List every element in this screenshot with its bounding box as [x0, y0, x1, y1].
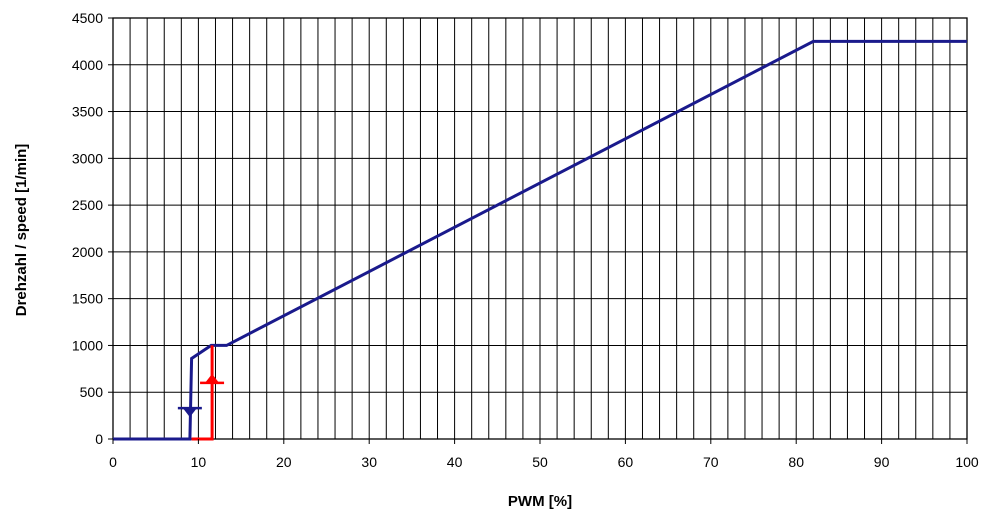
x-tick-label: 40: [447, 454, 463, 470]
x-tick-label: 70: [703, 454, 719, 470]
x-tick-label: 30: [361, 454, 377, 470]
tick-labels: 0 10 20 30 40 50 60 70 80 90 100050010001500200025…: [72, 10, 979, 470]
y-tick-label: 0: [95, 431, 103, 447]
x-tick-label: 10: [191, 454, 207, 470]
x-tick-label: 60: [618, 454, 634, 470]
x-tick-label: 100: [955, 454, 979, 470]
y-tick-label: 4500: [72, 10, 103, 26]
y-tick-label: 2000: [72, 244, 103, 260]
x-tick-label: 20: [276, 454, 292, 470]
x-axis-title: PWM [%]: [508, 493, 572, 510]
y-tick-label: 3500: [72, 104, 103, 120]
y-tick-label: 1500: [72, 291, 103, 307]
grid: [113, 18, 967, 439]
y-tick-label: 2500: [72, 197, 103, 213]
y-tick-label: 500: [80, 384, 104, 400]
y-tick-label: 4000: [72, 57, 103, 73]
arrow-down-icon: [182, 408, 197, 418]
y-axis-title: Drehzahl / speed [1/min]: [13, 144, 30, 317]
x-tick-label: 50: [532, 454, 548, 470]
y-tick-label: 3000: [72, 150, 103, 166]
annotation-group: [177, 373, 225, 418]
x-tick-label: 80: [788, 454, 804, 470]
x-tick-label: 90: [874, 454, 890, 470]
x-tick-label: 0: [109, 454, 117, 470]
y-tick-label: 1000: [72, 337, 103, 353]
arrow-up-icon: [205, 373, 220, 383]
